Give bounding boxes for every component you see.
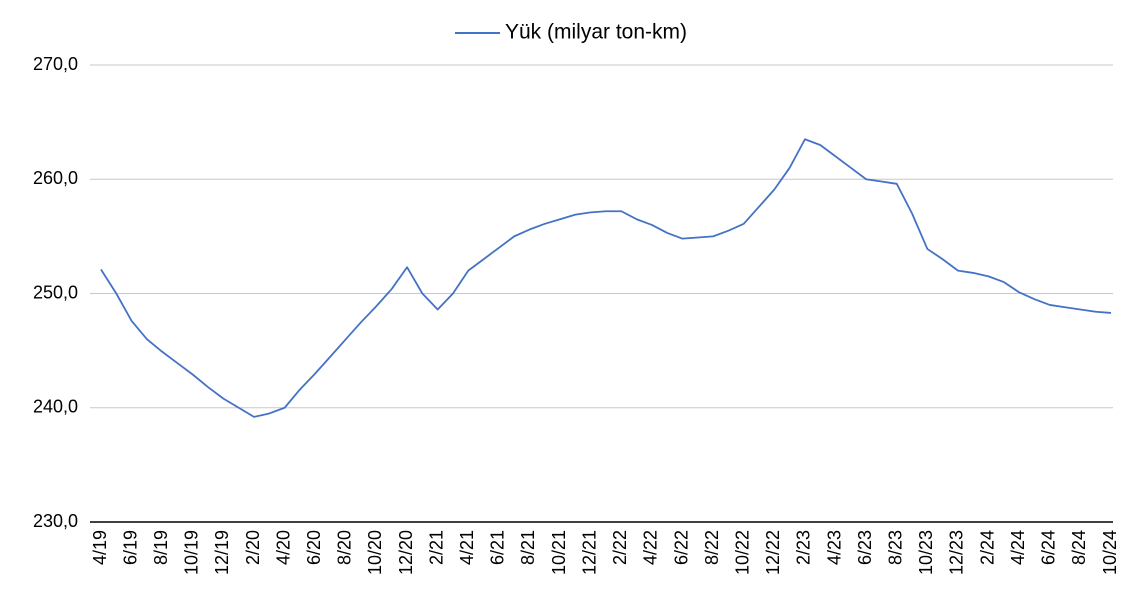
x-tick-label: 8/24 <box>1069 530 1089 565</box>
x-tick-label: 4/24 <box>1008 530 1028 565</box>
x-tick-label: 6/21 <box>488 530 508 565</box>
x-tick-label: 6/20 <box>304 530 324 565</box>
data-line <box>100 138 1112 418</box>
x-tick-label: 12/23 <box>947 530 967 575</box>
x-tick-label: 2/23 <box>794 530 814 565</box>
x-tick-label: 8/19 <box>151 530 171 565</box>
x-tick-label: 10/22 <box>732 530 752 575</box>
x-tick-label: 2/21 <box>426 530 446 565</box>
x-tick-label: 2/22 <box>610 530 630 565</box>
x-tick-label: 10/19 <box>182 530 202 575</box>
x-tick-label: 12/22 <box>763 530 783 575</box>
legend-label: Yük (milyar ton-km) <box>505 21 687 44</box>
x-tick-label: 4/22 <box>641 530 661 565</box>
x-tick-label: 4/21 <box>457 530 477 565</box>
x-tick-label: 2/24 <box>977 530 997 565</box>
x-tick-label: 10/20 <box>365 530 385 575</box>
x-tick-label: 10/23 <box>916 530 936 575</box>
x-tick-label: 4/23 <box>824 530 844 565</box>
x-tick-label: 12/21 <box>579 530 599 575</box>
x-tick-label: 4/19 <box>90 530 110 565</box>
y-tick-label: 250,0 <box>33 282 78 302</box>
x-tick-label: 6/23 <box>855 530 875 565</box>
y-tick-label: 230,0 <box>33 511 78 531</box>
x-tick-label: 6/19 <box>120 530 140 565</box>
x-tick-label: 12/20 <box>396 530 416 575</box>
x-tick-label: 8/23 <box>886 530 906 565</box>
y-tick-label: 240,0 <box>33 397 78 417</box>
x-tick-label: 8/22 <box>702 530 722 565</box>
x-tick-label: 8/21 <box>518 530 538 565</box>
x-tick-label: 12/19 <box>212 530 232 575</box>
y-tick-label: 260,0 <box>33 168 78 188</box>
x-tick-label: 8/20 <box>335 530 355 565</box>
x-tick-label: 10/21 <box>549 530 569 575</box>
x-tick-label: 2/20 <box>243 530 263 565</box>
x-tick-label: 6/24 <box>1039 530 1059 565</box>
x-tick-label: 6/22 <box>671 530 691 565</box>
x-tick-label: 4/20 <box>273 530 293 565</box>
y-tick-label: 270,0 <box>33 54 78 74</box>
x-tick-label: 10/24 <box>1100 530 1120 575</box>
